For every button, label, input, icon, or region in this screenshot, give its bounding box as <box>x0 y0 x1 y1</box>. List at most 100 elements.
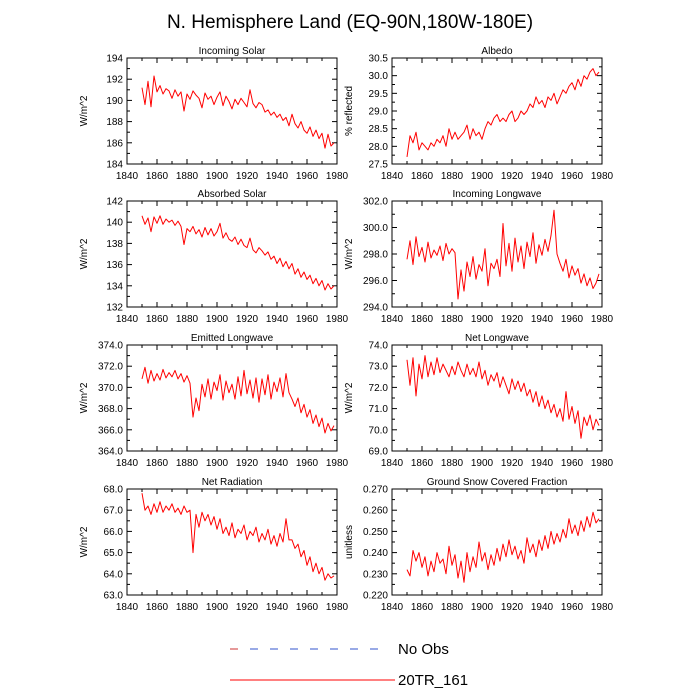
x-tick-label: 1880 <box>176 171 199 182</box>
x-tick-label: 1840 <box>116 458 139 469</box>
y-tick-label: 296.0 <box>363 276 388 287</box>
y-tick-label: 65.0 <box>104 548 124 559</box>
panel-emitted-longwave: Emitted Longwave W/m^2 1840 1860 1880 1900 192… <box>79 333 349 469</box>
x-tick-label: 1900 <box>471 314 494 325</box>
y-axis-label: W/m^2 <box>79 238 90 269</box>
x-tick-label: 1960 <box>296 458 319 469</box>
x-tick-label: 1920 <box>501 458 524 469</box>
panel-title: Incoming Solar <box>199 46 266 57</box>
x-tick-label: 1980 <box>326 171 349 182</box>
legend: No Obs 20TR_161 <box>230 641 468 689</box>
x-tick-label: 1900 <box>471 171 494 182</box>
y-tick-label: 370.0 <box>98 383 123 394</box>
y-tick-label: 136 <box>106 260 123 271</box>
x-tick-label: 1900 <box>206 314 229 325</box>
y-axis-label: W/m^2 <box>344 238 355 269</box>
x-tick-label: 1920 <box>236 458 259 469</box>
y-axis-label: W/m^2 <box>79 95 90 126</box>
x-tick-label: 1940 <box>266 458 289 469</box>
panel-net-radiation: Net Radiation W/m^2 1840 1860 1880 1900 1920 19… <box>79 477 349 613</box>
x-tick-label: 1960 <box>561 458 584 469</box>
y-tick-label: 188 <box>106 117 123 128</box>
panel-absorbed-solar: Absorbed Solar W/m^2 1840 1860 1880 1900 1920 1… <box>79 189 349 325</box>
y-tick-label: 68.0 <box>104 485 124 496</box>
x-tick-label: 1940 <box>266 602 289 613</box>
series-line-20tr-161 <box>141 215 335 291</box>
x-tick-label: 1960 <box>561 171 584 182</box>
panel-incoming-longwave: Incoming Longwave W/m^2 1840 1860 1880 1900 19… <box>344 189 614 325</box>
y-tick-label: 73.0 <box>369 362 389 373</box>
x-tick-label: 1920 <box>501 314 524 325</box>
x-tick-label: 1840 <box>116 171 139 182</box>
panel-title: Ground Snow Covered Fraction <box>427 477 568 488</box>
legend-label-20tr-161: 20TR_161 <box>398 672 468 689</box>
x-tick-label: 1940 <box>531 171 554 182</box>
plot-frame <box>126 344 338 452</box>
x-tick-label: 1900 <box>206 458 229 469</box>
x-tick-label: 1980 <box>591 602 614 613</box>
x-tick-label: 1900 <box>471 602 494 613</box>
panel-title: Absorbed Solar <box>198 189 268 200</box>
x-tick-label: 1960 <box>561 314 584 325</box>
panel-title: Incoming Longwave <box>453 189 542 200</box>
plot-frame <box>391 344 603 452</box>
x-tick-label: 1980 <box>591 171 614 182</box>
y-tick-label: 67.0 <box>104 506 124 517</box>
series-line-20tr-161 <box>141 75 335 149</box>
plot-frame <box>391 57 603 165</box>
figure-title: N. Hemisphere Land (EQ-90N,180W-180E) <box>167 12 533 33</box>
y-tick-label: 374.0 <box>98 341 123 352</box>
x-tick-label: 1860 <box>146 602 169 613</box>
y-tick-label: 64.0 <box>104 569 124 580</box>
y-tick-label: 372.0 <box>98 362 123 373</box>
y-tick-label: 27.5 <box>369 160 389 171</box>
x-tick-label: 1940 <box>531 314 554 325</box>
x-tick-label: 1960 <box>296 602 319 613</box>
x-tick-label: 1920 <box>236 171 259 182</box>
y-tick-label: 184 <box>106 160 123 171</box>
x-tick-label: 1840 <box>381 314 404 325</box>
x-tick-label: 1900 <box>206 602 229 613</box>
x-tick-label: 1840 <box>381 602 404 613</box>
y-axis-label: unitless <box>344 525 355 559</box>
plot-frame <box>126 200 338 308</box>
x-tick-label: 1880 <box>441 171 464 182</box>
y-tick-label: 30.5 <box>369 54 389 65</box>
x-tick-label: 1860 <box>411 602 434 613</box>
y-tick-label: 190 <box>106 96 123 107</box>
series-line-20tr-161 <box>406 511 600 583</box>
y-tick-label: 30.0 <box>369 71 389 82</box>
x-tick-label: 1920 <box>236 314 259 325</box>
x-tick-label: 1980 <box>326 314 349 325</box>
x-tick-label: 1840 <box>116 602 139 613</box>
x-tick-label: 1960 <box>561 602 584 613</box>
x-tick-label: 1860 <box>411 458 434 469</box>
x-tick-label: 1920 <box>236 602 259 613</box>
y-tick-label: 140 <box>106 218 123 229</box>
panel-title: Emitted Longwave <box>191 333 274 344</box>
y-tick-label: 0.250 <box>363 527 388 538</box>
y-tick-label: 192 <box>106 75 123 86</box>
y-tick-label: 29.0 <box>369 107 389 118</box>
x-tick-label: 1840 <box>381 171 404 182</box>
series-line-20tr-161 <box>141 366 335 434</box>
y-axis-label: W/m^2 <box>79 382 90 413</box>
x-tick-label: 1840 <box>381 458 404 469</box>
y-tick-label: 368.0 <box>98 404 123 415</box>
y-tick-label: 364.0 <box>98 447 123 458</box>
panel-title: Albedo <box>481 46 513 57</box>
x-tick-label: 1960 <box>296 171 319 182</box>
y-axis-label: W/m^2 <box>79 526 90 557</box>
x-tick-label: 1940 <box>531 602 554 613</box>
x-tick-label: 1920 <box>501 171 524 182</box>
panel-title: Net Longwave <box>465 333 529 344</box>
x-tick-label: 1980 <box>326 458 349 469</box>
y-tick-label: 302.0 <box>363 197 388 208</box>
x-tick-label: 1860 <box>146 171 169 182</box>
y-tick-label: 138 <box>106 239 123 250</box>
y-tick-label: 71.0 <box>369 404 389 415</box>
y-tick-label: 194 <box>106 54 123 65</box>
panel-incoming-solar: Incoming Solar W/m^2 1840 1860 1880 1900 1920 1… <box>79 46 349 182</box>
